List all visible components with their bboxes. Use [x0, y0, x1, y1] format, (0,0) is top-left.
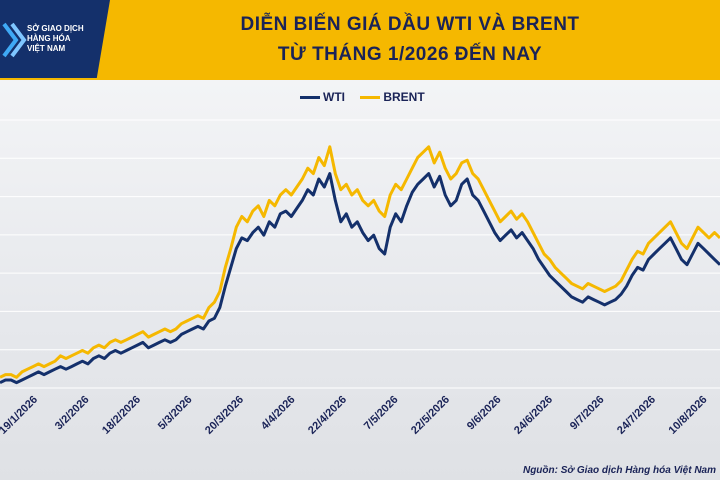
series-line-wti	[0, 172, 720, 385]
x-tick-label: 18/2/2026	[100, 394, 143, 437]
legend: WTI BRENT	[300, 90, 437, 106]
title-banner: DIỄN BIẾN GIÁ DẦU WTI VÀ BRENT TỪ THÁNG …	[0, 0, 720, 80]
x-tick-label: 19/1/2026	[0, 394, 40, 437]
x-tick-label: 24/6/2026	[512, 394, 555, 437]
logo-arrow-icon	[2, 22, 27, 58]
chart-title-line2: TỪ THÁNG 1/2026 ĐẾN NAY	[277, 44, 543, 65]
logo-line3: VIỆT NAM	[27, 44, 66, 53]
source-note: Nguồn: Sở Giao dịch Hàng hóa Việt Nam	[522, 465, 716, 476]
x-tick-label: 3/2/2026	[53, 394, 92, 433]
series-line-brent	[0, 145, 720, 379]
x-tick-label: 22/5/2026	[409, 394, 452, 437]
legend-swatch-wti	[300, 96, 320, 100]
x-tick-label: 20/3/2026	[203, 394, 246, 437]
x-tick-label: 9/6/2026	[465, 394, 504, 433]
x-tick-label: 22/4/2026	[306, 394, 349, 437]
logo-line2: HÀNG HÓA	[27, 34, 71, 43]
x-tick-label: 7/5/2026	[362, 394, 401, 433]
chart-title-line1: DIỄN BIẾN GIÁ DẦU WTI VÀ BRENT	[240, 14, 580, 35]
x-tick-label: 9/7/2026	[568, 394, 607, 433]
x-tick-label: 24/7/2026	[615, 394, 658, 437]
logo-line1: SỞ GIAO DỊCH	[27, 24, 84, 33]
legend-label-brent: BRENT	[383, 90, 425, 104]
x-tick-label: 5/3/2026	[156, 394, 195, 433]
logo-text: SỞ GIAO DỊCH HÀNG HÓA VIỆT NAM	[27, 24, 107, 54]
plot-background	[0, 80, 720, 480]
x-tick-label: 4/4/2026	[259, 394, 298, 433]
legend-item-wti: WTI	[300, 90, 345, 104]
legend-item-brent: BRENT	[360, 90, 425, 104]
logo: SỞ GIAO DỊCH HÀNG HÓA VIỆT NAM	[0, 0, 110, 78]
legend-swatch-brent	[360, 96, 381, 100]
legend-label-wti: WTI	[323, 90, 345, 104]
x-tick-label: 10/8/2026	[667, 394, 710, 437]
